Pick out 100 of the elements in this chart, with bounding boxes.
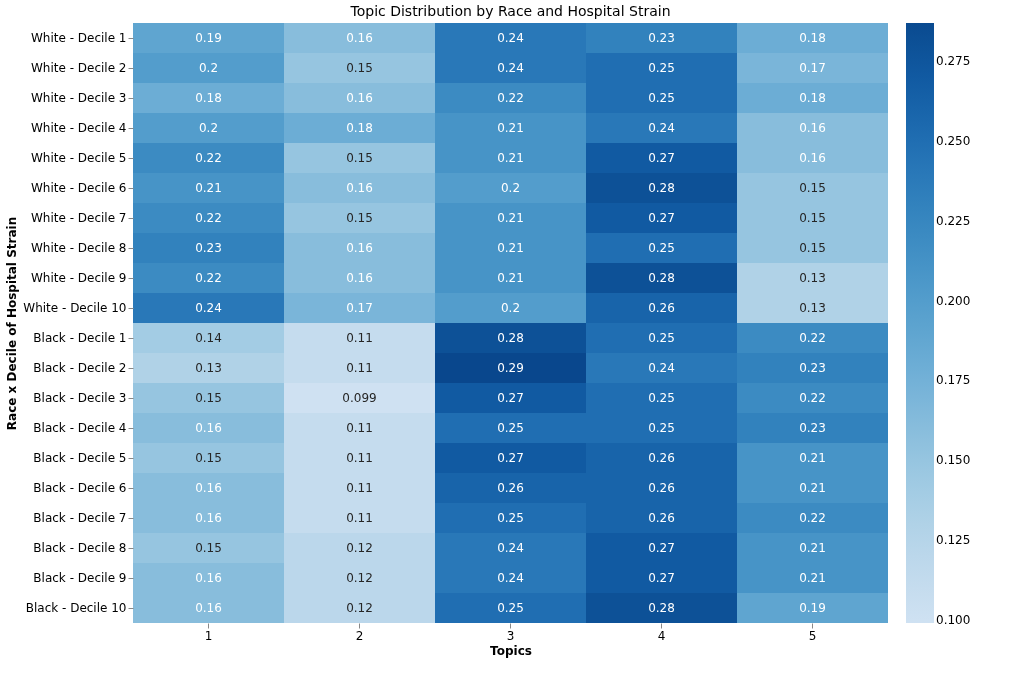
data-label: 0.15 [195,541,222,555]
data-label: 0.15 [346,61,373,75]
data-label: 0.16 [346,31,373,45]
data-label: 0.27 [648,151,675,165]
data-label: 0.21 [799,541,826,555]
data-label: 0.13 [195,361,222,375]
color-bar-label: 0.225 [936,213,971,228]
y-tick-label: Black - Decile 5 [33,451,127,465]
data-label: 0.18 [346,121,373,135]
data-label: 0.21 [195,181,222,195]
data-label: 0.16 [195,511,222,525]
data-label: 0.11 [346,331,373,345]
data-label: 0.21 [799,451,826,465]
data-label: 0.26 [648,511,675,525]
data-label: 0.26 [497,481,524,495]
data-label: 0.23 [799,421,826,435]
color-bar-label: 0.250 [936,134,971,149]
data-label: 0.25 [497,511,524,525]
data-label: 0.22 [799,511,826,525]
data-label: 0.28 [648,601,675,615]
color-bar-label: 0.150 [936,453,971,468]
x-tick-label: 2 [355,628,364,643]
data-label: 0.13 [799,271,826,285]
data-label: 0.2 [500,301,521,315]
y-tick-label: White - Decile 4 [30,121,127,135]
data-label: 0.15 [195,451,222,465]
data-label: 0.25 [648,61,675,75]
y-axis-title: Race x Decile of Hospital Strain [5,216,20,431]
data-label: 0.25 [648,391,675,405]
data-label: 0.27 [648,211,675,225]
data-label: 0.15 [799,211,826,225]
data-label: 0.19 [195,31,222,45]
data-label: 0.16 [195,481,222,495]
data-label: 0.22 [497,91,524,105]
y-tick-label: White - Decile 5 [30,151,127,165]
data-label: 0.099 [342,391,377,405]
y-tick-label: White - Decile 10 [23,301,127,315]
data-label: 0.13 [799,301,826,315]
data-label: 0.24 [648,121,675,135]
data-label: 0.11 [346,421,373,435]
color-bar-label: 0.125 [936,533,971,548]
data-label: 0.27 [497,451,524,465]
data-label: 0.27 [648,541,675,555]
data-label: 0.18 [799,91,826,105]
data-label: 0.16 [346,181,373,195]
y-tick-label: Black - Decile 7 [33,511,127,525]
data-label: 0.24 [195,301,222,315]
color-bar-label: 0.100 [936,612,971,627]
data-label: 0.21 [799,571,826,585]
data-label: 0.16 [195,601,222,615]
data-label: 0.24 [648,361,675,375]
data-label: 0.11 [346,481,373,495]
data-label: 0.21 [497,271,524,285]
data-label: 0.22 [799,391,826,405]
data-label: 0.26 [648,451,675,465]
y-tick-label: Black - Decile 8 [33,541,127,555]
data-label: 0.24 [497,31,524,45]
data-label: 0.25 [497,421,524,435]
data-label: 0.15 [799,241,826,255]
data-label: 0.16 [195,571,222,585]
y-tick-label: Black - Decile 3 [33,391,127,405]
y-tick-label: White - Decile 3 [30,91,127,105]
data-label: 0.29 [497,361,524,375]
data-label: 0.2 [198,121,219,135]
data-label: 0.22 [195,211,222,225]
chart-title: Topic Distribution by Race and Hospital Strain [349,3,671,19]
data-label: 0.17 [799,61,826,75]
data-label: 0.25 [497,601,524,615]
data-label: 0.28 [497,331,524,345]
data-label: 0.2 [500,181,521,195]
data-label: 0.25 [648,331,675,345]
y-tick-label: White - Decile 7 [30,211,127,225]
x-tick-label: 5 [808,628,817,643]
y-tick-label: White - Decile 2 [30,61,127,75]
data-label: 0.16 [799,151,826,165]
y-tick-label: Black - Decile 9 [33,571,127,585]
data-label: 0.2 [198,61,219,75]
data-label: 0.23 [648,31,675,45]
data-label: 0.27 [497,391,524,405]
data-label: 0.23 [799,361,826,375]
color-bar-label: 0.175 [936,373,971,388]
data-label: 0.21 [799,481,826,495]
y-tick-label: White - Decile 6 [30,181,127,195]
data-label: 0.21 [497,151,524,165]
data-label: 0.16 [195,421,222,435]
data-label: 0.24 [497,61,524,75]
color-bar-label: 0.275 [936,54,971,69]
data-label: 0.21 [497,121,524,135]
data-label: 0.25 [648,241,675,255]
data-label: 0.28 [648,181,675,195]
data-label: 0.28 [648,271,675,285]
data-label: 0.15 [195,391,222,405]
data-label: 0.22 [195,271,222,285]
data-label: 0.12 [346,601,373,615]
data-label: 0.11 [346,451,373,465]
y-tick-label: Black - Decile 2 [33,361,127,375]
y-tick-label: Black - Decile 10 [25,601,127,615]
data-label: 0.27 [648,571,675,585]
data-label: 0.18 [195,91,222,105]
data-label: 0.15 [346,151,373,165]
